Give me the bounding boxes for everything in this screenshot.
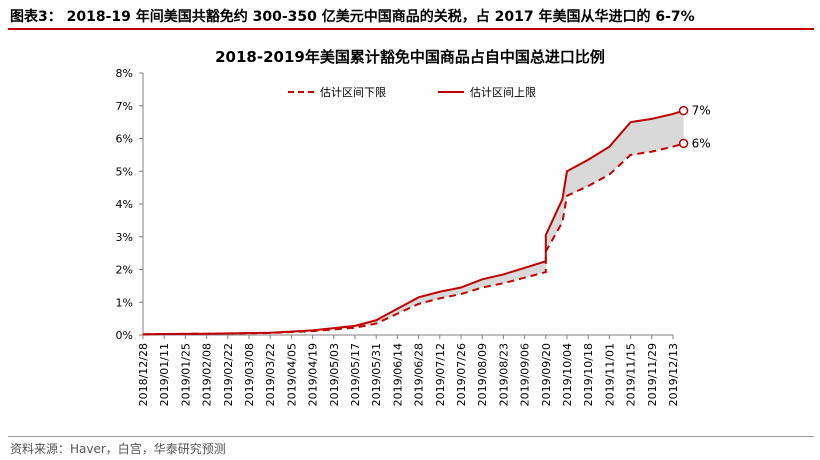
- end-value-label: 7%: [692, 104, 711, 118]
- x-tick-label: 2019/09/20: [540, 343, 553, 406]
- series-line-upper: [142, 109, 684, 336]
- x-tick-label: 2019/04/19: [307, 343, 320, 406]
- x-tick-label: 2019/09/06: [519, 343, 532, 406]
- x-tick-label: 2019/08/23: [497, 343, 510, 406]
- x-tick-label: 2019/05/31: [370, 343, 383, 406]
- x-tick-label: 2019/01/25: [179, 343, 192, 406]
- title-rule: [8, 28, 814, 30]
- y-tick-label: 2%: [116, 264, 133, 277]
- x-tick-label: 2019/06/14: [391, 343, 404, 406]
- figure-title: 图表3： 2018-19 年间美国共豁免约 300-350 亿美元中国商品的关税…: [10, 9, 695, 25]
- x-tick-label: 2019/01/11: [158, 343, 171, 406]
- x-tick-label: 2019/11/01: [603, 343, 616, 406]
- x-tick-label: 2019/06/28: [413, 343, 426, 406]
- y-tick-label: 3%: [116, 231, 133, 244]
- y-tick-label: 7%: [116, 100, 133, 113]
- x-tick-label: 2019/11/29: [646, 343, 659, 406]
- end-marker: [678, 138, 689, 149]
- source-note: 资料来源：Haver，白宫，华泰研究预测: [10, 442, 226, 456]
- y-tick-label: 8%: [116, 67, 133, 80]
- y-tick-label: 0%: [116, 329, 133, 342]
- chart-title: 2018-2019年美国累计豁免中国商品占自中国总进口比例: [215, 48, 605, 66]
- legend: 估计区间下限 估计区间上限: [288, 86, 536, 99]
- x-tick-label: 2019/10/04: [561, 343, 574, 406]
- axes: 0% 1% 2% 3% 4% 5% 6% 7% 8% 2018/12/28 2019/01/11 20…: [116, 67, 680, 406]
- x-tick-label: 2019/12/13: [667, 343, 680, 406]
- source-rule: [8, 436, 814, 437]
- y-tick-label: 6%: [116, 133, 133, 146]
- x-tick-label: 2019/11/15: [625, 343, 638, 406]
- x-tick-label: 2019/04/05: [285, 343, 298, 406]
- end-marker: [678, 105, 689, 116]
- range-band: [143, 110, 684, 335]
- x-tick-label: 2019/03/08: [243, 343, 256, 406]
- legend-label-upper: 估计区间上限: [470, 86, 536, 99]
- y-tick-label: 4%: [116, 198, 133, 211]
- x-tick-label: 2019/10/18: [582, 343, 595, 406]
- series-lines: [142, 109, 684, 336]
- x-tick-label: 2019/03/22: [264, 343, 277, 406]
- x-tick-label: 2019/02/22: [222, 343, 235, 406]
- legend-label-lower: 估计区间下限: [320, 86, 386, 99]
- x-tick-label: 2019/07/26: [455, 343, 468, 406]
- x-tick-label: 2019/05/03: [328, 343, 341, 406]
- x-tick-label: 2019/08/09: [476, 343, 489, 406]
- y-tick-label: 5%: [116, 165, 133, 178]
- x-tick-label: 2019/05/17: [349, 343, 362, 406]
- end-value-label: 6%: [692, 136, 711, 150]
- x-tick-label: 2019/02/08: [201, 343, 214, 406]
- x-tick-label: 2019/07/12: [434, 343, 447, 406]
- y-tick-label: 1%: [116, 296, 133, 309]
- range-band-fill: [143, 110, 684, 335]
- x-tick-label: 2018/12/28: [137, 343, 150, 406]
- end-markers: 7% 6%: [678, 104, 711, 150]
